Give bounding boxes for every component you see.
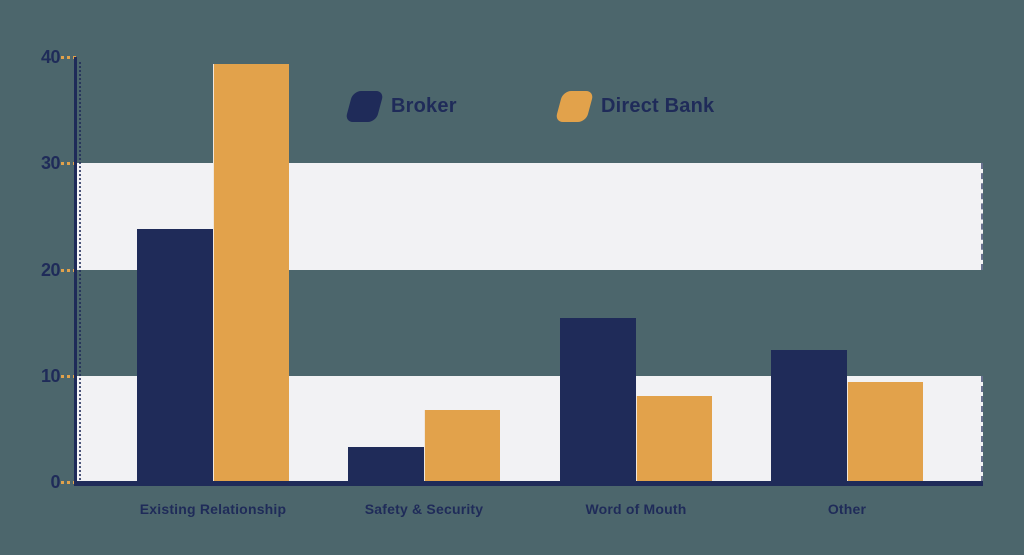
category-label-safety-security: Safety & Security — [364, 501, 484, 517]
category-label-existing-relationship: Existing Relationship — [139, 501, 287, 517]
category-label-word-of-mouth: Word of Mouth — [585, 501, 687, 517]
y-tick-mark-40 — [61, 56, 76, 59]
bar-broker-existing-relationship — [137, 229, 213, 482]
y-tick-mark-10 — [61, 374, 76, 378]
y-tick-label-20: 20 — [40, 259, 61, 280]
category-label-other: Other — [827, 501, 867, 517]
x-axis-line — [74, 481, 983, 486]
y-tick-mark-20 — [61, 268, 76, 272]
y-tick-label-0: 0 — [50, 472, 60, 492]
y-tick-mark-30 — [61, 162, 76, 166]
bar-direct-bank-other — [847, 382, 923, 482]
legend-item-direct-bank: Direct Bank — [554, 91, 715, 122]
y-tick-mark-0 — [61, 481, 76, 484]
y-axis-dotted-edge — [79, 62, 81, 480]
bar-direct-bank-word-of-mouth — [636, 395, 712, 482]
bar-broker-safety-security — [348, 446, 424, 482]
legend-label-broker: Broker — [391, 95, 457, 117]
legend-item-broker: Broker — [344, 91, 457, 122]
broker-swatch-icon — [344, 91, 385, 122]
bar-direct-bank-safety-security — [424, 409, 500, 482]
y-tick-label-10: 10 — [40, 365, 61, 386]
y-axis-line — [74, 57, 77, 482]
legend-label-direct-bank: Direct Bank — [601, 95, 715, 117]
y-tick-label-30: 30 — [40, 153, 61, 174]
bar-broker-other — [771, 350, 847, 482]
bar-broker-word-of-mouth — [560, 318, 636, 482]
y-tick-label-40: 40 — [40, 47, 61, 67]
direct-bank-swatch-icon — [554, 91, 595, 122]
bar-direct-bank-existing-relationship — [213, 64, 289, 482]
